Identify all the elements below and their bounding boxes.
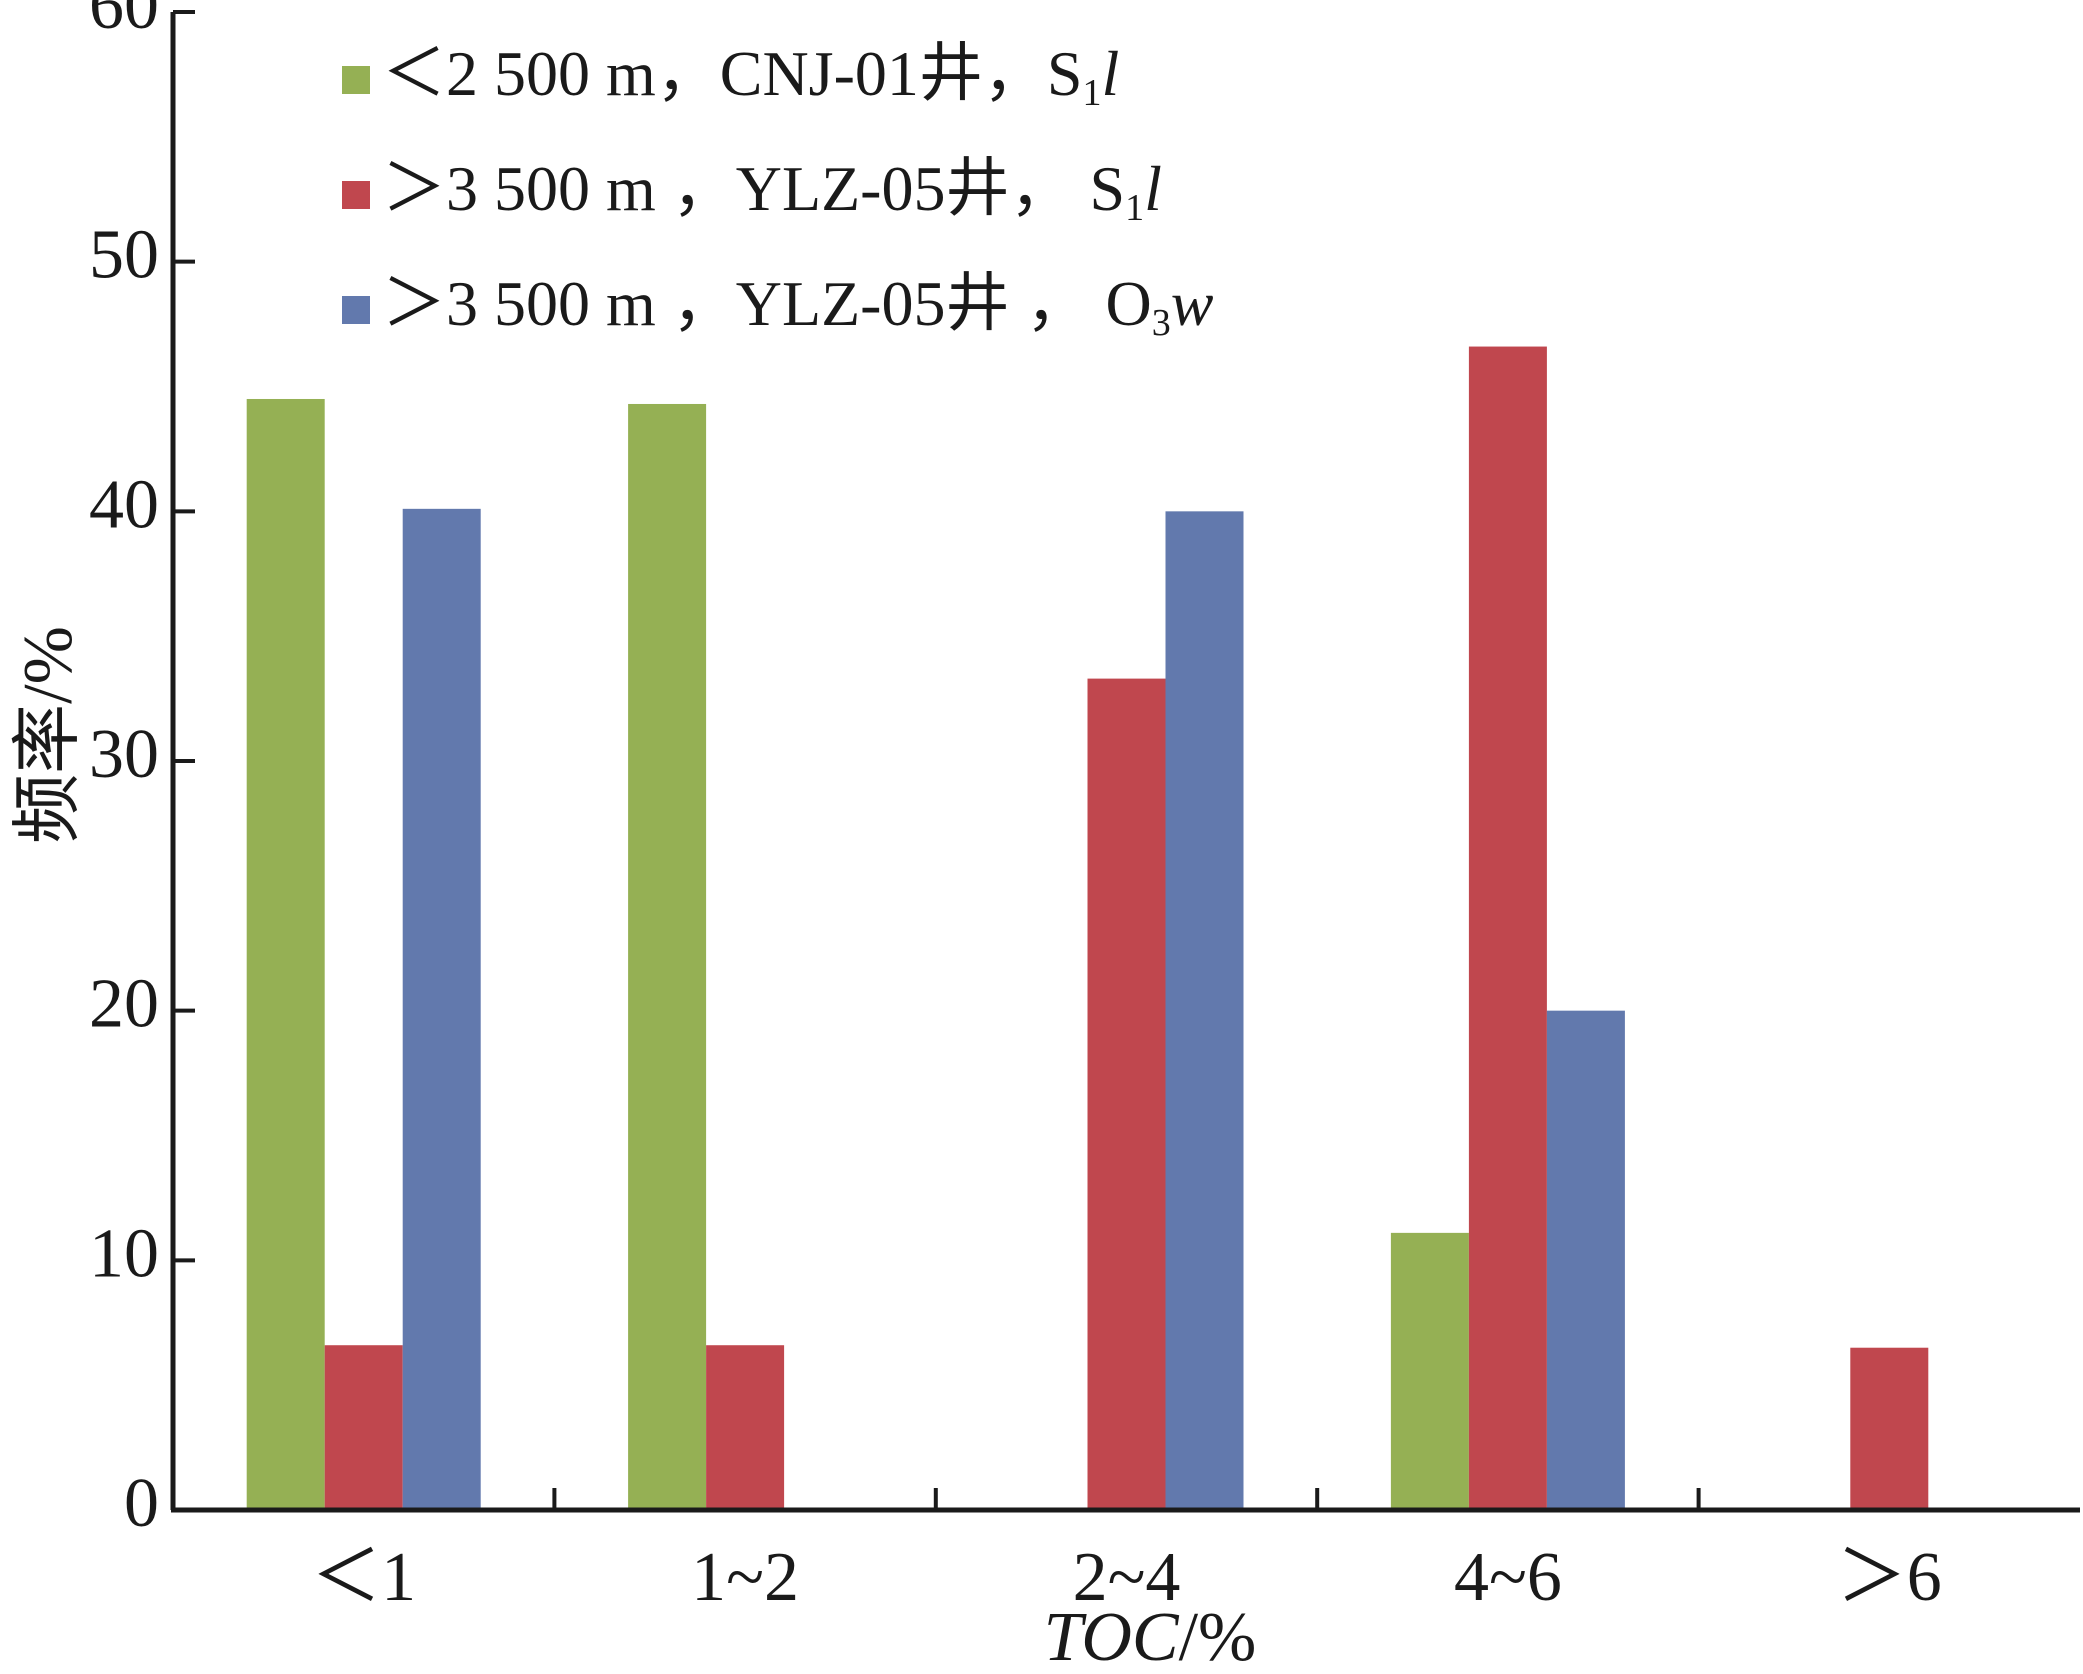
- legend-label-subscript: 1: [1083, 72, 1102, 114]
- bar-series-3: [1165, 511, 1244, 1510]
- x-tick-label: 1~2: [691, 1539, 799, 1616]
- legend: ＜2 500 m，CNJ-01井，S1l＞3 500 m ，YLZ-05井， S…: [342, 38, 1214, 344]
- y-tick-label: 40: [89, 466, 159, 543]
- x-axis-title-unit: /%: [1179, 1599, 1257, 1669]
- bar-series-2: [1087, 678, 1166, 1510]
- x-tick-label: 2~4: [1073, 1539, 1181, 1616]
- legend-label: ＞3 500 m ，YLZ-05井 ， O3w: [382, 268, 1214, 344]
- legend-label: ＞3 500 m ，YLZ-05井， S1l: [382, 153, 1162, 229]
- bar-series-3: [1546, 1010, 1625, 1510]
- bar-series-3: [402, 508, 481, 1510]
- y-tick-label: 30: [89, 716, 159, 793]
- y-ticks: 0 10 20 30 40 50 60: [89, 0, 195, 1542]
- legend-label-main: ＜2 500 m，CNJ-01井，S: [382, 38, 1083, 109]
- bar-series-2: [324, 1345, 403, 1510]
- x-tick-label: ＜1: [311, 1539, 416, 1616]
- bar-series-2: [1468, 346, 1547, 1510]
- y-axis-title: 频率/%: [10, 626, 87, 844]
- bar-series-2: [706, 1345, 785, 1510]
- y-tick-label: 60: [89, 0, 159, 44]
- bar-series-1: [1390, 1232, 1469, 1510]
- y-tick-label: 20: [89, 966, 159, 1043]
- legend-swatch: [342, 296, 370, 324]
- x-ticks: ＜1 1~2 2~4 4~6 ＞6: [311, 1488, 1942, 1616]
- bar-series-2: [1850, 1347, 1929, 1510]
- legend-label-main: ＞3 500 m ，YLZ-05井 ， O: [382, 268, 1152, 339]
- legend-label: ＜2 500 m，CNJ-01井，S1l: [382, 38, 1119, 114]
- legend-swatch: [342, 66, 370, 94]
- y-tick-label: 50: [89, 217, 159, 294]
- x-axis-title: TOC/%: [1044, 1599, 1257, 1669]
- legend-label-suffix: l: [1102, 38, 1120, 109]
- y-tick-label: 10: [89, 1215, 159, 1292]
- legend-swatch: [342, 181, 370, 209]
- x-tick-label: 4~6: [1454, 1539, 1562, 1616]
- legend-label-suffix: w: [1171, 268, 1214, 339]
- bar-series-1: [246, 398, 325, 1510]
- legend-label-suffix: l: [1144, 153, 1162, 224]
- y-tick-label: 0: [124, 1465, 159, 1542]
- x-axis-title-italic: TOC: [1044, 1599, 1180, 1669]
- bars-layer: [246, 346, 1929, 1510]
- legend-label-subscript: 3: [1152, 302, 1171, 344]
- legend-label-subscript: 1: [1125, 187, 1144, 229]
- legend-label-main: ＞3 500 m ，YLZ-05井， S: [382, 153, 1125, 224]
- bar-series-1: [628, 403, 707, 1510]
- x-tick-label: ＞6: [1837, 1539, 1942, 1616]
